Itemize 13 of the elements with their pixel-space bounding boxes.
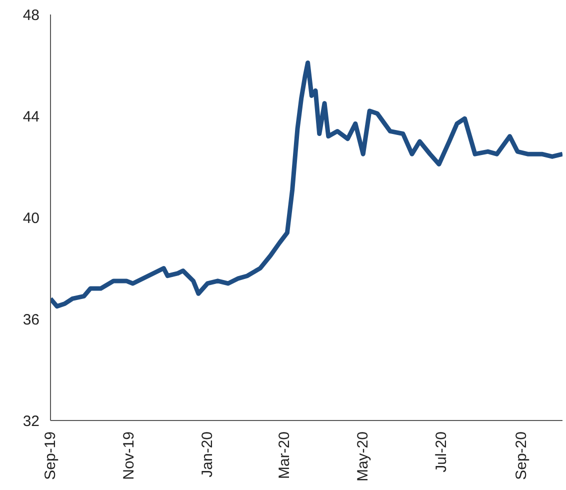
y-tick-label: 36 [22,312,40,328]
x-tick-label: Mar-20 [276,431,294,480]
x-tick-label: Sep-20 [512,431,530,480]
y-tick-label: 32 [22,413,40,430]
x-tick-label: May-20 [354,431,372,482]
x-tick-label: Jan-20 [198,431,216,478]
y-tick-label: 40 [22,210,40,227]
y-tick-label: 44 [22,108,40,126]
x-tick-label: Nov-19 [120,431,138,480]
y-tick-label: 48 [22,7,40,24]
line-series [50,60,562,309]
x-tick-label: Jul-20 [433,431,450,472]
x-tick-label: Sep-19 [42,431,59,480]
